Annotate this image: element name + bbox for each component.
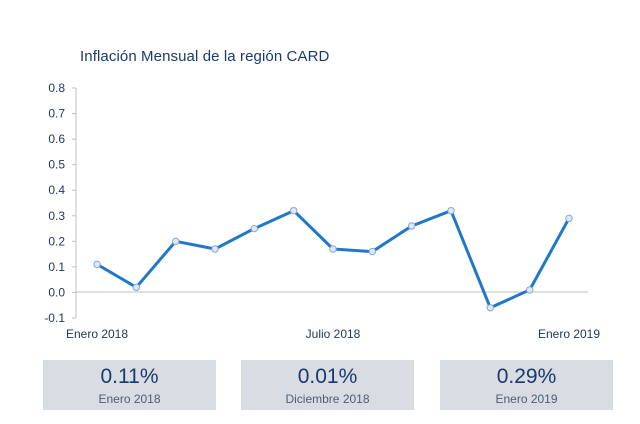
- data-point: [171, 237, 180, 246]
- stat-label: Diciembre 2018: [285, 392, 370, 406]
- stat-label: Enero 2019: [495, 392, 558, 406]
- y-tick-label: 0.0: [48, 285, 65, 299]
- x-tick-label: Julio 2018: [306, 327, 361, 341]
- y-tick-label: -0.1: [44, 311, 65, 325]
- x-axis-ticks: Enero 2018 Julio 2018 Enero 2019: [66, 327, 600, 341]
- data-point: [211, 245, 219, 253]
- stat-box-diciembre-2018: 0.01% Diciembre 2018: [241, 360, 414, 410]
- data-point: [407, 222, 416, 230]
- x-tick-label: Enero 2018: [66, 327, 128, 341]
- data-point: [132, 283, 141, 292]
- stat-box-enero-2018: 0.11% Enero 2018: [43, 360, 216, 410]
- x-tick-label: Enero 2019: [538, 327, 600, 341]
- data-point: [447, 206, 455, 215]
- stat-value: 0.01%: [297, 365, 358, 388]
- stat-value: 0.29%: [496, 365, 557, 388]
- y-tick-label: 0.6: [48, 132, 65, 146]
- data-point: [250, 224, 259, 233]
- line-chart: -0.1 0.0 0.1 0.2 0.3 0.4 0.5 0.6 0.7 0.8 Enero 20…: [44, 81, 600, 341]
- data-points: [93, 206, 573, 312]
- y-tick-label: 0.7: [48, 107, 65, 121]
- data-point: [329, 245, 337, 253]
- data-point: [565, 214, 573, 223]
- data-point: [93, 260, 101, 269]
- chart-title: Inflación Mensual de la región CARD: [80, 48, 330, 65]
- data-point: [368, 247, 377, 256]
- y-tick-label: 0.1: [48, 260, 65, 274]
- data-point: [486, 304, 495, 312]
- stat-box-enero-2019: 0.29% Enero 2019: [440, 360, 613, 410]
- y-tick-label: 0.5: [48, 158, 65, 172]
- series-line: [95, 209, 571, 310]
- y-tick-label: 0.4: [48, 183, 65, 197]
- data-point: [525, 286, 534, 294]
- y-axis-ticks: -0.1 0.0 0.1 0.2 0.3 0.4 0.5 0.6 0.7 0.8: [44, 81, 76, 325]
- stat-value: 0.11%: [100, 365, 159, 388]
- y-tick-label: 0.3: [48, 209, 65, 223]
- y-tick-label: 0.2: [48, 234, 65, 248]
- y-tick-label: 0.8: [48, 81, 65, 95]
- stat-label: Enero 2018: [98, 392, 161, 406]
- data-point: [289, 206, 298, 215]
